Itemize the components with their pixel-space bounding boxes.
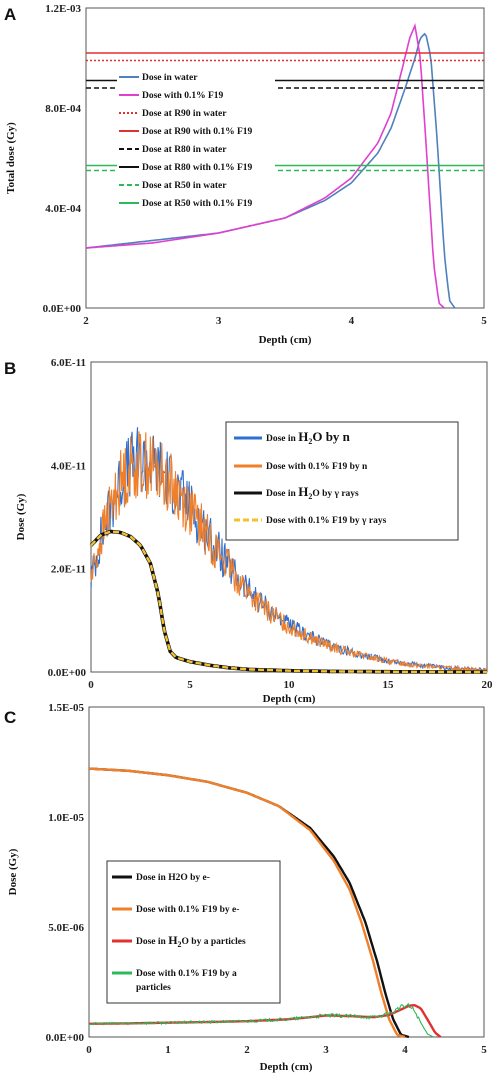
legend-c-label-1: Dose with 0.1% F19 by e-	[136, 905, 239, 915]
legend-a-label-7: Dose at R50 with 0.1% F19	[142, 199, 253, 209]
panel-a-x-tick-1: 3	[216, 315, 222, 327]
panel-c-y-tick-0: 0.0E+00	[46, 1032, 85, 1044]
panel-c-x-tick-5: 5	[481, 1044, 487, 1056]
panel-c-legend: Dose in H2O by e- Dose with 0.1% F19 by …	[106, 860, 281, 1004]
panel-c-ticks: 0 1 2 3 4 5 0.0E+00 5.0E-06 1.0E-05 1.5E-05	[46, 702, 488, 1056]
panel-a-y-tick-3: 1.2E-03	[45, 3, 81, 15]
panel-b-x-tick-3: 15	[383, 679, 395, 691]
panel-a-letter: A	[4, 5, 16, 24]
panel-b-series-3	[90, 530, 487, 674]
panel-a-y-axis-label: Total dose (Gy)	[5, 122, 17, 194]
legend-a-label-6: Dose at R50 in water	[142, 181, 227, 191]
panel-c-series	[88, 767, 442, 1039]
panel-c-x-tick-3: 3	[323, 1044, 329, 1056]
panel-c-plot-frame	[88, 706, 485, 1038]
panel-b-y-tick-0: 0.0E+00	[48, 667, 87, 679]
legend-b-label-2: Dose in H2O by γ rays	[266, 484, 359, 501]
panel-c-x-tick-4: 4	[402, 1044, 408, 1056]
panel-b-x-axis-label: Depth (cm)	[263, 693, 316, 705]
legend-b-label-1: Dose with 0.1% F19 by n	[266, 462, 368, 472]
panel-b-series	[89, 427, 488, 674]
panel-b-x-tick-2: 10	[284, 679, 296, 691]
panel-b-legend: Dose in H2O by n Dose with 0.1% F19 by n…	[225, 421, 459, 541]
legend-c-label-0: Dose in H2O by e-	[136, 873, 210, 883]
panel-c-y-axis-label: Dose (Gy)	[7, 848, 19, 895]
legend-b-label-0: Dose in H2O by n	[266, 429, 351, 446]
panel-b-y-tick-1: 2.0E-11	[51, 564, 86, 576]
panel-c-y-tick-1: 5.0E-06	[48, 922, 84, 934]
panel-a-y-tick-1: 4.0E-04	[45, 203, 81, 215]
panel-c-y-tick-2: 1.0E-05	[48, 812, 84, 824]
panel-a-x-tick-3: 5	[481, 315, 487, 327]
panel-c-x-axis-label: Depth (cm)	[260, 1061, 313, 1073]
panel-b-x-tick-0: 0	[88, 679, 94, 691]
legend-a-label-3: Dose at R90 with 0.1% F19	[142, 127, 253, 137]
legend-a-label-0: Dose in water	[142, 73, 198, 83]
panel-a-legend: Dose in water Dose with 0.1% F19 Dose at…	[117, 68, 275, 211]
panel-c-x-tick-1: 1	[165, 1044, 171, 1056]
panel-c-series-3	[88, 1002, 434, 1038]
legend-a-label-1: Dose with 0.1% F19	[142, 91, 224, 101]
panel-c-series-2	[89, 1003, 442, 1038]
legend-a-label-2: Dose at R90 in water	[142, 109, 227, 119]
panel-a-x-tick-2: 4	[349, 315, 355, 327]
legend-a-label-5: Dose at R80 with 0.1% F19	[142, 163, 253, 173]
panel-b-x-tick-4: 20	[482, 679, 494, 691]
panel-a-y-tick-0: 0.0E+00	[43, 303, 82, 315]
panel-b-y-tick-2: 4.0E-11	[51, 460, 86, 472]
panel-a-x-axis-label: Depth (cm)	[259, 334, 312, 346]
legend-c-label-3a: Dose with 0.1% F19 by a	[136, 969, 237, 979]
panel-a-plot-frame	[85, 7, 485, 309]
panel-a-ticks: 2 3 4 5 0.0E+00 4.0E-04 8.0E-04 1.2E-03	[43, 3, 488, 327]
panel-c-letter: C	[4, 708, 16, 727]
panel-b-series-3-underlay	[89, 529, 487, 674]
panel-a-x-tick-0: 2	[83, 315, 89, 327]
panel-b-y-tick-3: 6.0E-11	[51, 357, 86, 369]
panel-b-ticks: 0 5 10 15 20 0.0E+00 2.0E-11 4.0E-11 6.0E-11	[48, 357, 493, 691]
panel-c-series-1	[88, 767, 406, 1039]
panel-c-x-tick-2: 2	[244, 1044, 250, 1056]
panel-b-series-1	[90, 431, 488, 673]
panel-b-y-axis-label: Dose (Gy)	[15, 493, 27, 540]
panel-b-x-tick-1: 5	[187, 679, 193, 691]
panel-b-series-2	[90, 530, 487, 674]
legend-a-label-4: Dose at R80 in water	[142, 145, 227, 155]
legend-c-label-3b: particles	[136, 983, 171, 993]
panel-c-y-tick-3: 1.5E-05	[48, 702, 84, 714]
panel-a-y-tick-2: 8.0E-04	[45, 103, 81, 115]
panel-c-x-tick-0: 0	[86, 1044, 92, 1056]
legend-c-label-2: Dose in H2O by a particles	[136, 933, 246, 949]
legend-b-label-3: Dose with 0.1% F19 by γ rays	[266, 516, 387, 526]
panel-a-series-1	[85, 23, 445, 309]
panel-b-letter: B	[4, 359, 16, 378]
